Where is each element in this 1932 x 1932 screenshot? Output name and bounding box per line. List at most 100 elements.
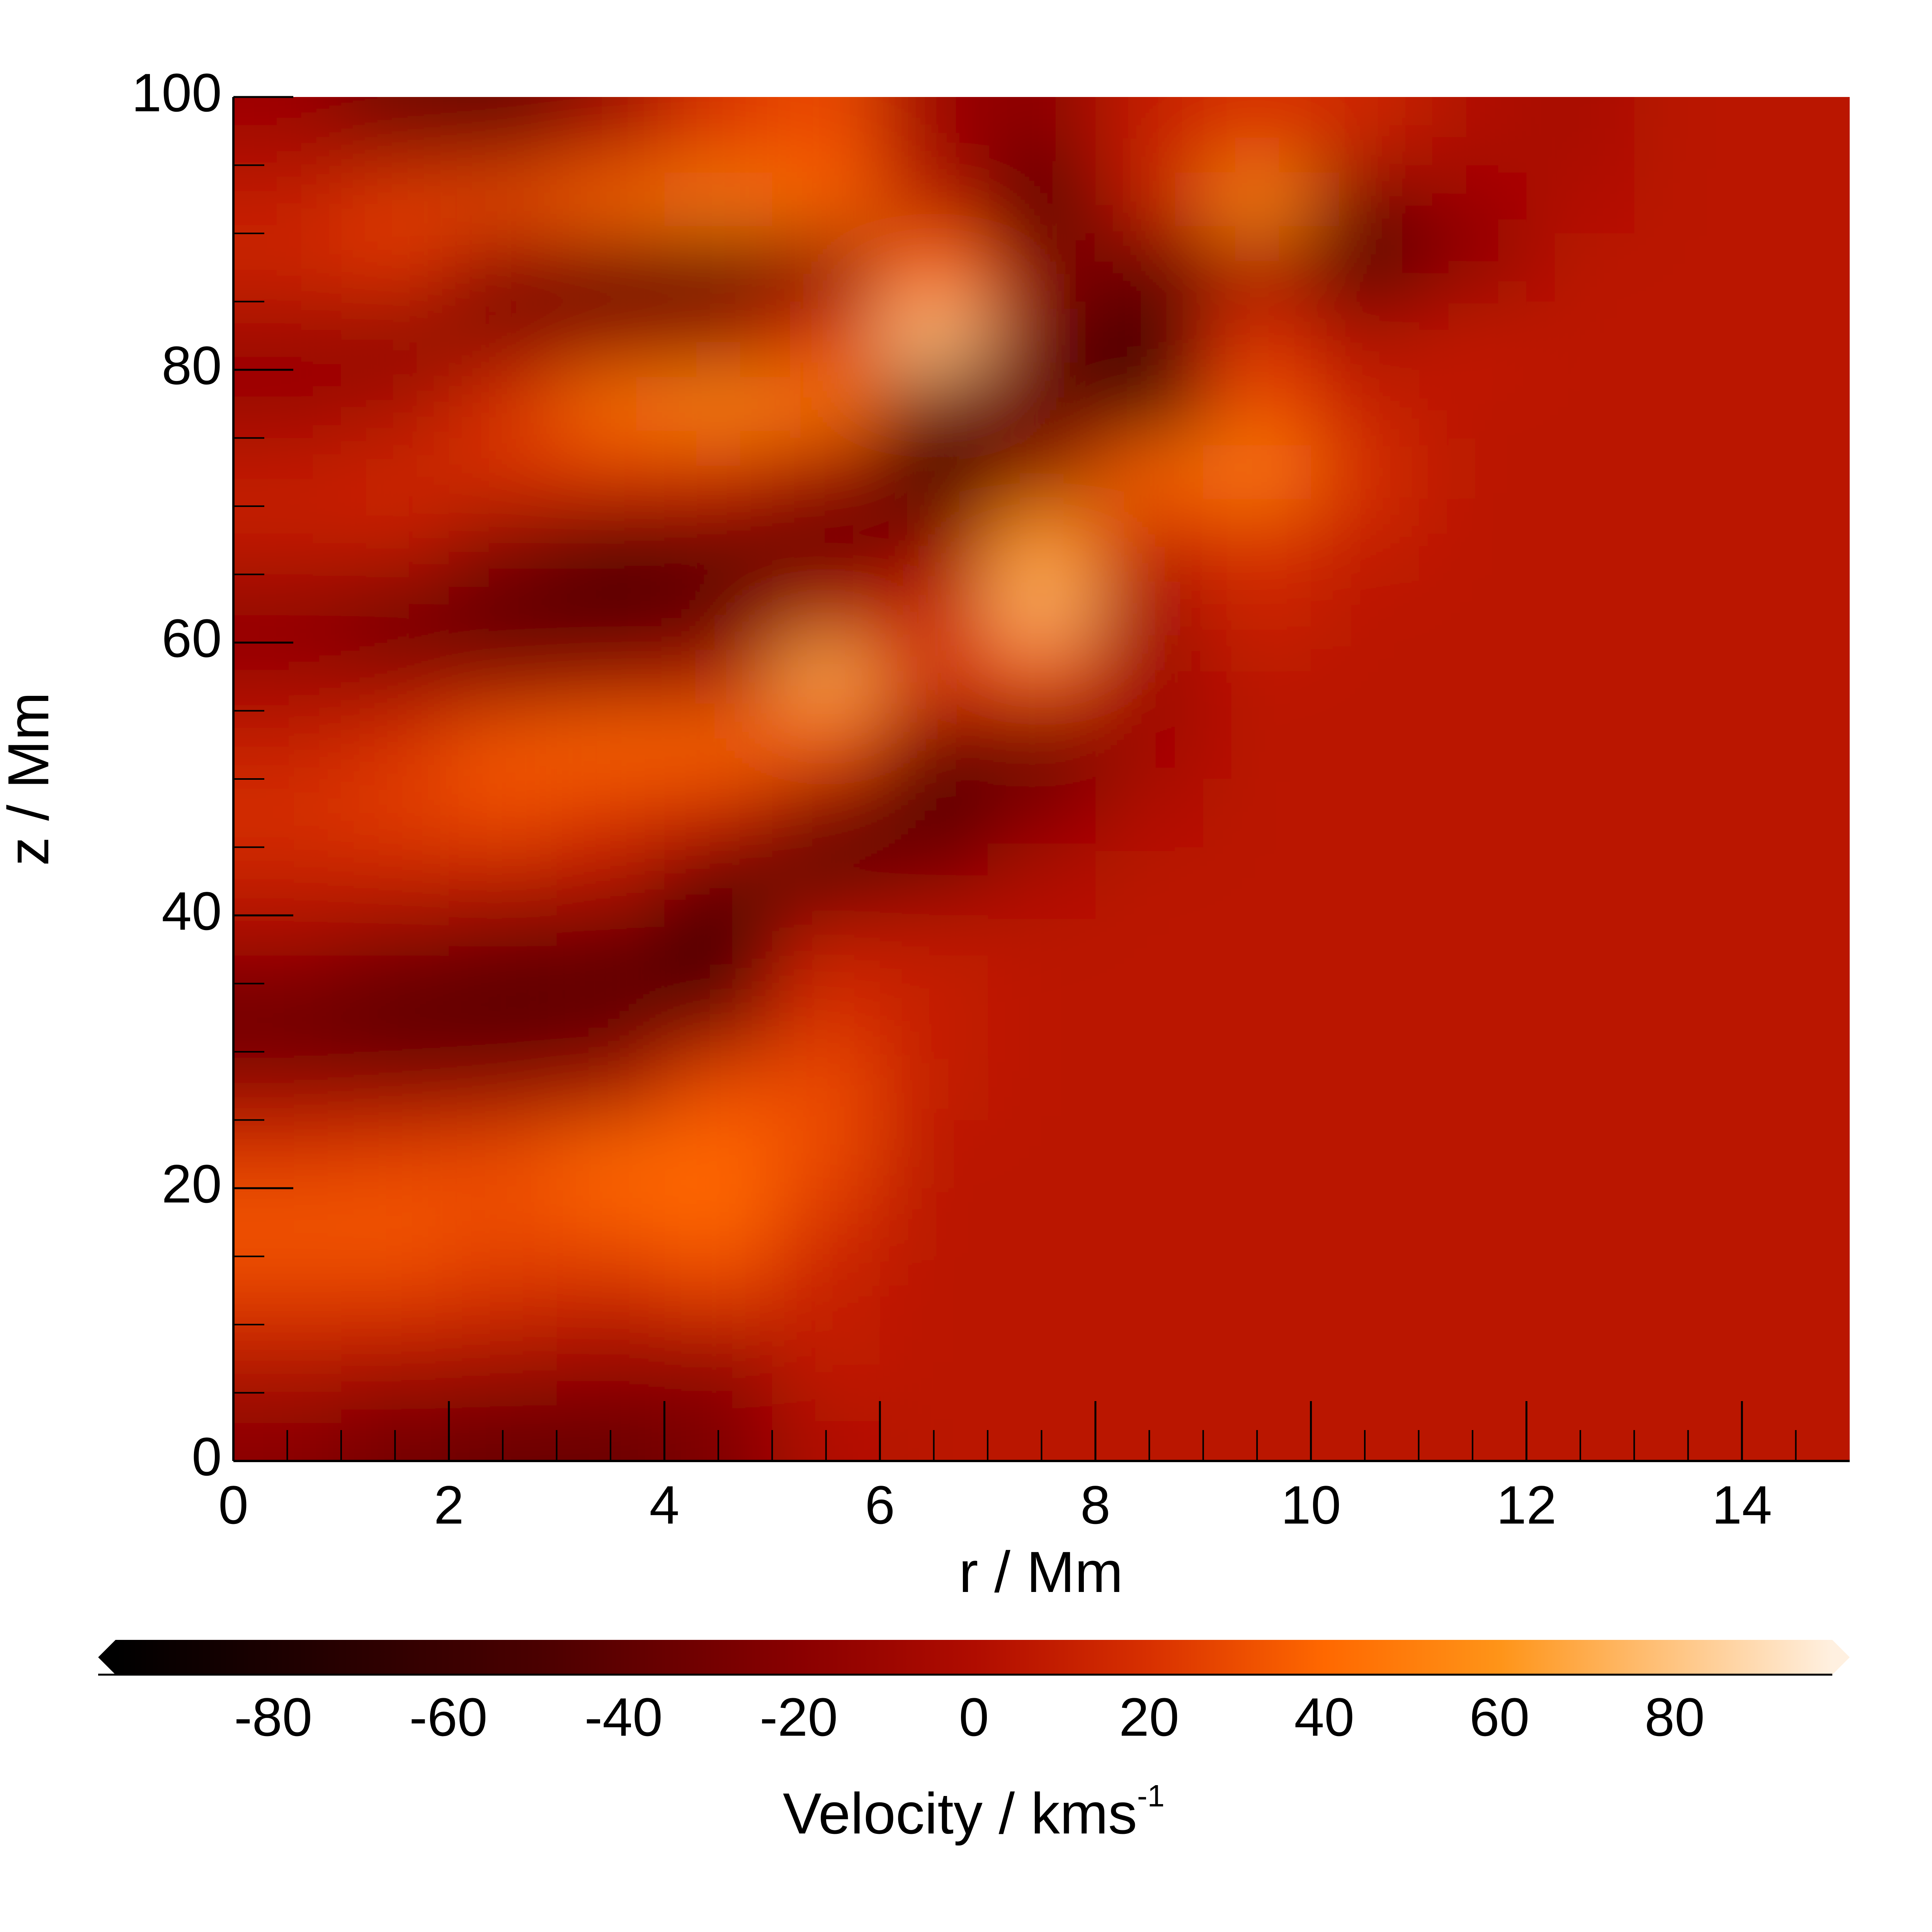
heatmap-cell [772,1052,881,1121]
heatmap-cell [1418,301,1527,370]
heatmap-cell [556,847,665,916]
colorbar-gradient [116,1640,1832,1675]
heatmap-cell [556,574,665,643]
heatmap-cell [1095,97,1204,166]
heatmap-cell [988,1325,1096,1393]
heatmap-cell [341,779,449,848]
heatmap-cell [664,438,773,507]
heatmap-cell [449,370,557,439]
x-tick-label: 4 [650,1475,680,1535]
heatmap-cell [1311,574,1419,643]
heatmap-cell [664,1256,773,1325]
heatmap-cell [341,1052,449,1121]
heatmap-cell [880,779,988,848]
heatmap-cell [1526,1256,1635,1325]
heatmap-cell [772,983,881,1052]
heatmap-cell [341,438,449,507]
colorbar-tick-label: -60 [409,1687,487,1747]
heatmap-cell [772,1393,881,1461]
heatmap-cell [449,301,557,370]
heatmap-cell [233,1052,342,1121]
heatmap-cell [880,506,988,575]
heatmap-cell [1203,1256,1311,1325]
heatmap-cell [449,574,557,643]
heatmap-cell [1634,233,1743,302]
heatmap-cell [772,1325,881,1393]
heatmap-cell [772,915,881,984]
heatmap-cell [556,1188,665,1257]
heatmap-cell [1203,370,1311,439]
heatmap-cell [1418,1256,1527,1325]
heatmap-cell [449,438,557,507]
heatmap-cell [772,438,881,507]
heatmap-cell [1311,165,1419,234]
heatmap-cell [449,1393,557,1461]
heatmap-cell [772,1188,881,1257]
heatmap-cell [664,643,773,711]
heatmap-cell [556,506,665,575]
heatmap-cell [1634,643,1743,711]
heatmap-cell [1742,1256,1850,1325]
heatmap-cell [664,1393,773,1461]
heatmap-cell [1418,983,1527,1052]
heatmap-cell [1095,301,1204,370]
colorbar-tick-label: -20 [760,1687,838,1747]
heatmap-cell [1526,983,1635,1052]
heatmap-cell [1203,97,1311,166]
heatmap-cell [1311,1120,1419,1189]
heatmap-cell [1634,1325,1743,1393]
heatmap-cell [772,506,881,575]
heatmap-cell [880,574,988,643]
heatmap-cell [341,97,449,166]
heatmap-cell [772,1120,881,1189]
heatmap-cell [1203,1120,1311,1189]
heatmap-cell [1418,370,1527,439]
heatmap-cell [1311,506,1419,575]
heatmap-cell [1418,506,1527,575]
heatmap-cell [664,301,773,370]
heatmap-cell [341,370,449,439]
heatmap-cell [1634,1256,1743,1325]
heatmap-cell [1526,915,1635,984]
heatmap-cell [880,1052,988,1121]
heatmap-cell [449,1256,557,1325]
heatmap-cell [664,915,773,984]
heatmap-cell [1634,370,1743,439]
heatmap-cell [664,1188,773,1257]
colorbar-tick-label: 80 [1645,1687,1705,1747]
heatmap-cell [1526,438,1635,507]
heatmap-cell [772,97,881,166]
heatmap-cell [664,574,773,643]
heatmap-cell [449,1120,557,1189]
heatmap-cell [880,233,988,302]
colorbar-tick-label: -80 [234,1687,312,1747]
heatmap-cell [1526,506,1635,575]
heatmap-cell [556,643,665,711]
heatmap-cell [1203,1052,1311,1121]
heatmap-cell [988,983,1096,1052]
heatmap-cell [1203,165,1311,234]
heatmap-cell [988,1256,1096,1325]
heatmap-cell [1418,915,1527,984]
heatmap-cell [664,233,773,302]
heatmap-cell [1526,1325,1635,1393]
heatmap-cell [988,165,1096,234]
heatmap-cell [664,97,773,166]
heatmap-cell [988,643,1096,711]
heatmap-cell [1311,983,1419,1052]
heatmap-cell [1203,506,1311,575]
heatmap-cell [556,779,665,848]
heatmap-cell [341,1325,449,1393]
heatmap-cell [1418,779,1527,848]
heatmap-cell [664,370,773,439]
heatmap-cell [233,643,342,711]
heatmap-cell [1095,779,1204,848]
heatmap-cell [233,438,342,507]
heatmap-cell [880,1325,988,1393]
heatmap-cell [1095,506,1204,575]
heatmap-cell [1742,711,1850,779]
heatmap-cell [1634,301,1743,370]
heatmap-cell [341,1256,449,1325]
heatmap-cell [1095,370,1204,439]
heatmap-cell [1095,438,1204,507]
